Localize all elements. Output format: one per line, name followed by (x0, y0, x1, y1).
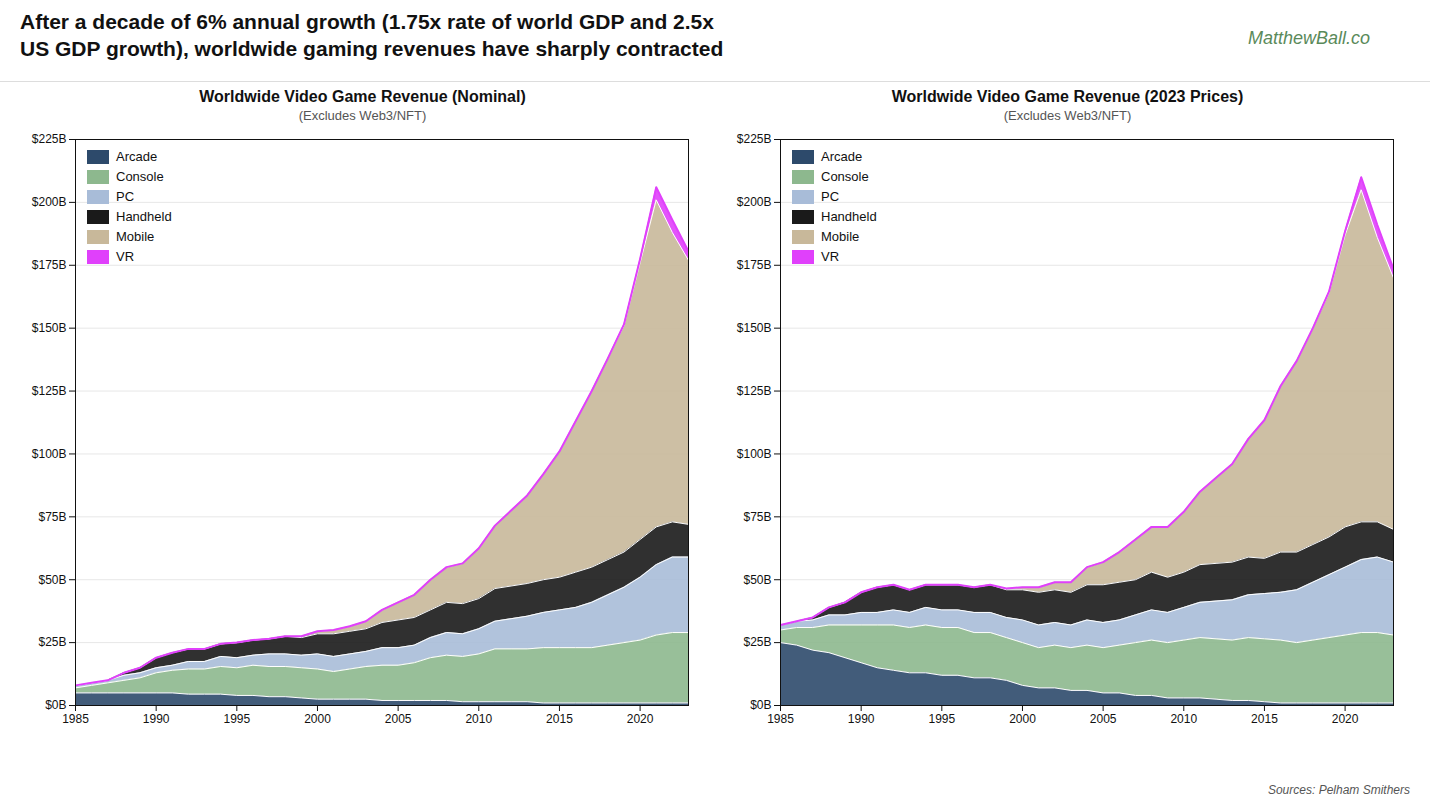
svg-text:$0B: $0B (45, 698, 66, 712)
svg-text:2000: 2000 (304, 712, 331, 726)
html-text:Mobile: Mobile (821, 229, 860, 244)
html-text:Handheld: Handheld (116, 209, 172, 224)
svg-text:$50B: $50B (743, 573, 771, 587)
svg-text:$125B: $125B (32, 384, 67, 398)
svg-text:1990: 1990 (848, 712, 875, 726)
svg-text:2005: 2005 (385, 712, 412, 726)
svg-text:2005: 2005 (1090, 712, 1117, 726)
svg-text:$75B: $75B (743, 510, 771, 524)
svg-text:2015: 2015 (1251, 712, 1278, 726)
html-text:Console: Console (821, 169, 869, 184)
svg-text:1995: 1995 (223, 712, 250, 726)
html-text:Console: Console (116, 169, 164, 184)
svg-text:2015: 2015 (546, 712, 573, 726)
svg-text:$175B: $175B (32, 258, 67, 272)
svg-text:2000: 2000 (1009, 712, 1036, 726)
html-text:PC: PC (821, 189, 840, 204)
svg-text:$225B: $225B (737, 132, 772, 146)
html-text:VR: VR (116, 249, 135, 264)
svg-text:1985: 1985 (767, 712, 794, 726)
html-text:Worldwide Video Game Revenue (: Worldwide Video Game Revenue (2023 Price… (891, 88, 1244, 105)
svg-text:$25B: $25B (38, 635, 66, 649)
html-text:Handheld: Handheld (821, 209, 877, 224)
svg-text:$100B: $100B (32, 447, 67, 461)
html-text:Arcade: Arcade (821, 149, 863, 164)
html-text:PC: PC (116, 189, 135, 204)
svg-text:2010: 2010 (1170, 712, 1197, 726)
svg-text:2010: 2010 (465, 712, 492, 726)
svg-text:2020: 2020 (1332, 712, 1359, 726)
svg-text:$25B: $25B (743, 635, 771, 649)
html-text:(Excludes Web3/NFT): (Excludes Web3/NFT) (298, 108, 427, 123)
svg-text:$100B: $100B (737, 447, 772, 461)
svg-text:1995: 1995 (928, 712, 955, 726)
html-text:VR: VR (821, 249, 840, 264)
html-text:MatthewBall.co: MatthewBall.co (1247, 28, 1370, 48)
html-text:Worldwide Video Game Revenue (: Worldwide Video Game Revenue (Nominal) (199, 88, 526, 105)
html-text:Mobile: Mobile (116, 229, 155, 244)
html-text:Arcade: Arcade (116, 149, 158, 164)
svg-text:$150B: $150B (32, 321, 67, 335)
html-text:After a decade of 6% annual gr: After a decade of 6% annual growth (1.75… (20, 10, 714, 33)
html-text:US GDP growth), worldwide gami: US GDP growth), worldwide gaming revenue… (20, 37, 724, 61)
svg-text:$75B: $75B (38, 510, 66, 524)
svg-text:1985: 1985 (62, 712, 89, 726)
svg-text:$200B: $200B (737, 195, 772, 209)
svg-text:2020: 2020 (627, 712, 654, 726)
html-text:Sources: Pelham Smithers: Sources: Pelham Smithers (1267, 783, 1410, 797)
svg-text:$125B: $125B (737, 384, 772, 398)
svg-text:$50B: $50B (38, 573, 66, 587)
svg-text:$200B: $200B (32, 195, 67, 209)
svg-text:$0B: $0B (750, 698, 771, 712)
svg-text:$150B: $150B (737, 321, 772, 335)
html-text:(Excludes Web3/NFT): (Excludes Web3/NFT) (1003, 108, 1132, 123)
svg-text:$175B: $175B (737, 258, 772, 272)
svg-text:$225B: $225B (32, 132, 67, 146)
svg-text:1990: 1990 (143, 712, 170, 726)
